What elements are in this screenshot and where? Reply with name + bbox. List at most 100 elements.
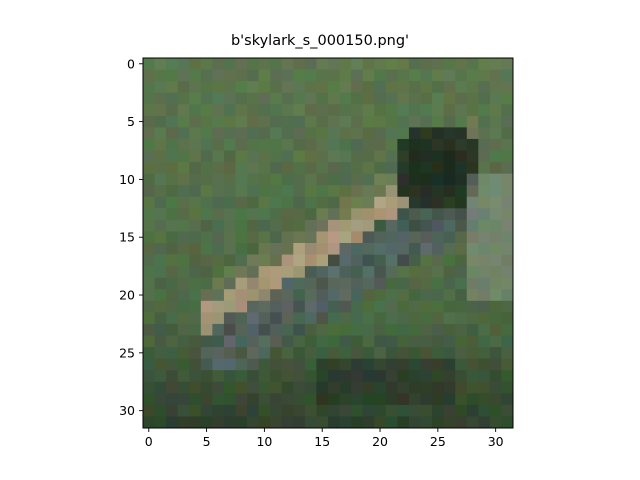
image-pixel [270, 277, 283, 290]
image-pixel [235, 404, 248, 417]
image-pixel [270, 104, 283, 117]
image-pixel [166, 277, 179, 290]
image-pixel [339, 138, 352, 151]
image-pixel [154, 300, 167, 313]
image-pixel [420, 381, 433, 394]
image-pixel [443, 58, 456, 70]
image-pixel [443, 300, 456, 313]
image-pixel [385, 243, 398, 255]
image-pixel [281, 162, 294, 175]
image-pixel [212, 150, 225, 163]
image-pixel [489, 358, 502, 371]
image-pixel [143, 254, 155, 267]
image-pixel [397, 196, 410, 209]
image-pixel [212, 81, 225, 94]
image-pixel [397, 92, 410, 105]
image-pixel [489, 254, 502, 267]
image-pixel [351, 370, 364, 383]
image-pixel [420, 115, 433, 128]
image-pixel [385, 92, 398, 105]
image-pixel [362, 219, 375, 232]
image-pixel [154, 185, 167, 198]
image-pixel [166, 115, 179, 128]
image-pixel [501, 243, 514, 255]
image-pixel [304, 289, 317, 302]
image-pixel [166, 196, 179, 209]
image-pixel [443, 266, 456, 279]
image-pixel [432, 347, 445, 360]
image-pixel [489, 150, 502, 163]
image-pixel [166, 92, 179, 105]
image-pixel [466, 289, 479, 302]
image-pixel [455, 81, 468, 94]
image-pixel [143, 312, 155, 325]
image-pixel [408, 335, 421, 348]
image-pixel [281, 243, 294, 255]
image-pixel [316, 358, 329, 371]
image-pixel [212, 277, 225, 290]
image-pixel [281, 323, 294, 336]
image-pixel [154, 266, 167, 279]
image-pixel [466, 196, 479, 209]
image-pixel [501, 347, 514, 360]
image-pixel [166, 404, 179, 417]
image-pixel [258, 404, 271, 417]
image-pixel [247, 266, 260, 279]
image-pixel [177, 231, 190, 244]
image-pixel [316, 196, 329, 209]
image-pixel [455, 370, 468, 383]
image-pixel [235, 323, 248, 336]
image-pixel [177, 243, 190, 255]
image-pixel [374, 300, 387, 313]
image-pixel [432, 312, 445, 325]
image-pixel [385, 335, 398, 348]
image-pixel [385, 115, 398, 128]
image-pixel [316, 393, 329, 406]
image-pixel [293, 115, 306, 128]
image-pixel [455, 358, 468, 371]
image-pixel [270, 404, 283, 417]
image-pixel [351, 208, 364, 221]
image-pixel [281, 150, 294, 163]
image-pixel [351, 104, 364, 117]
image-pixel [328, 312, 340, 325]
image-pixel [443, 173, 456, 186]
image-pixel [339, 381, 352, 394]
image-pixel [362, 196, 375, 209]
image-pixel [247, 416, 260, 429]
image-pixel [189, 404, 202, 417]
image-pixel [420, 127, 433, 140]
image-pixel [328, 127, 340, 140]
image-pixel [154, 58, 167, 70]
image-pixel [432, 58, 445, 70]
image-pixel [455, 208, 468, 221]
image-pixel [177, 185, 190, 198]
image-pixel [455, 196, 468, 209]
image-pixel [478, 81, 491, 94]
image-pixel [200, 347, 213, 360]
image-pixel [304, 416, 317, 429]
image-pixel [385, 219, 398, 232]
image-pixel [212, 370, 225, 383]
image-pixel [166, 416, 179, 429]
image-pixel [374, 370, 387, 383]
image-pixel [304, 127, 317, 140]
image-pixel [339, 115, 352, 128]
image-pixel [397, 104, 410, 117]
image-pixel [200, 254, 213, 267]
image-pixel [362, 208, 375, 221]
image-pixel [501, 81, 514, 94]
image-pixel [235, 370, 248, 383]
image-pixel [304, 393, 317, 406]
image-pixel [316, 150, 329, 163]
image-pixel [235, 58, 248, 70]
image-pixel [143, 393, 155, 406]
image-pixel [154, 127, 167, 140]
image-pixel [455, 381, 468, 394]
image-pixel [443, 358, 456, 371]
image-pixel [328, 323, 340, 336]
image-pixel [397, 173, 410, 186]
image-pixel [212, 58, 225, 70]
image-pixel [443, 104, 456, 117]
image-pixel [408, 300, 421, 313]
